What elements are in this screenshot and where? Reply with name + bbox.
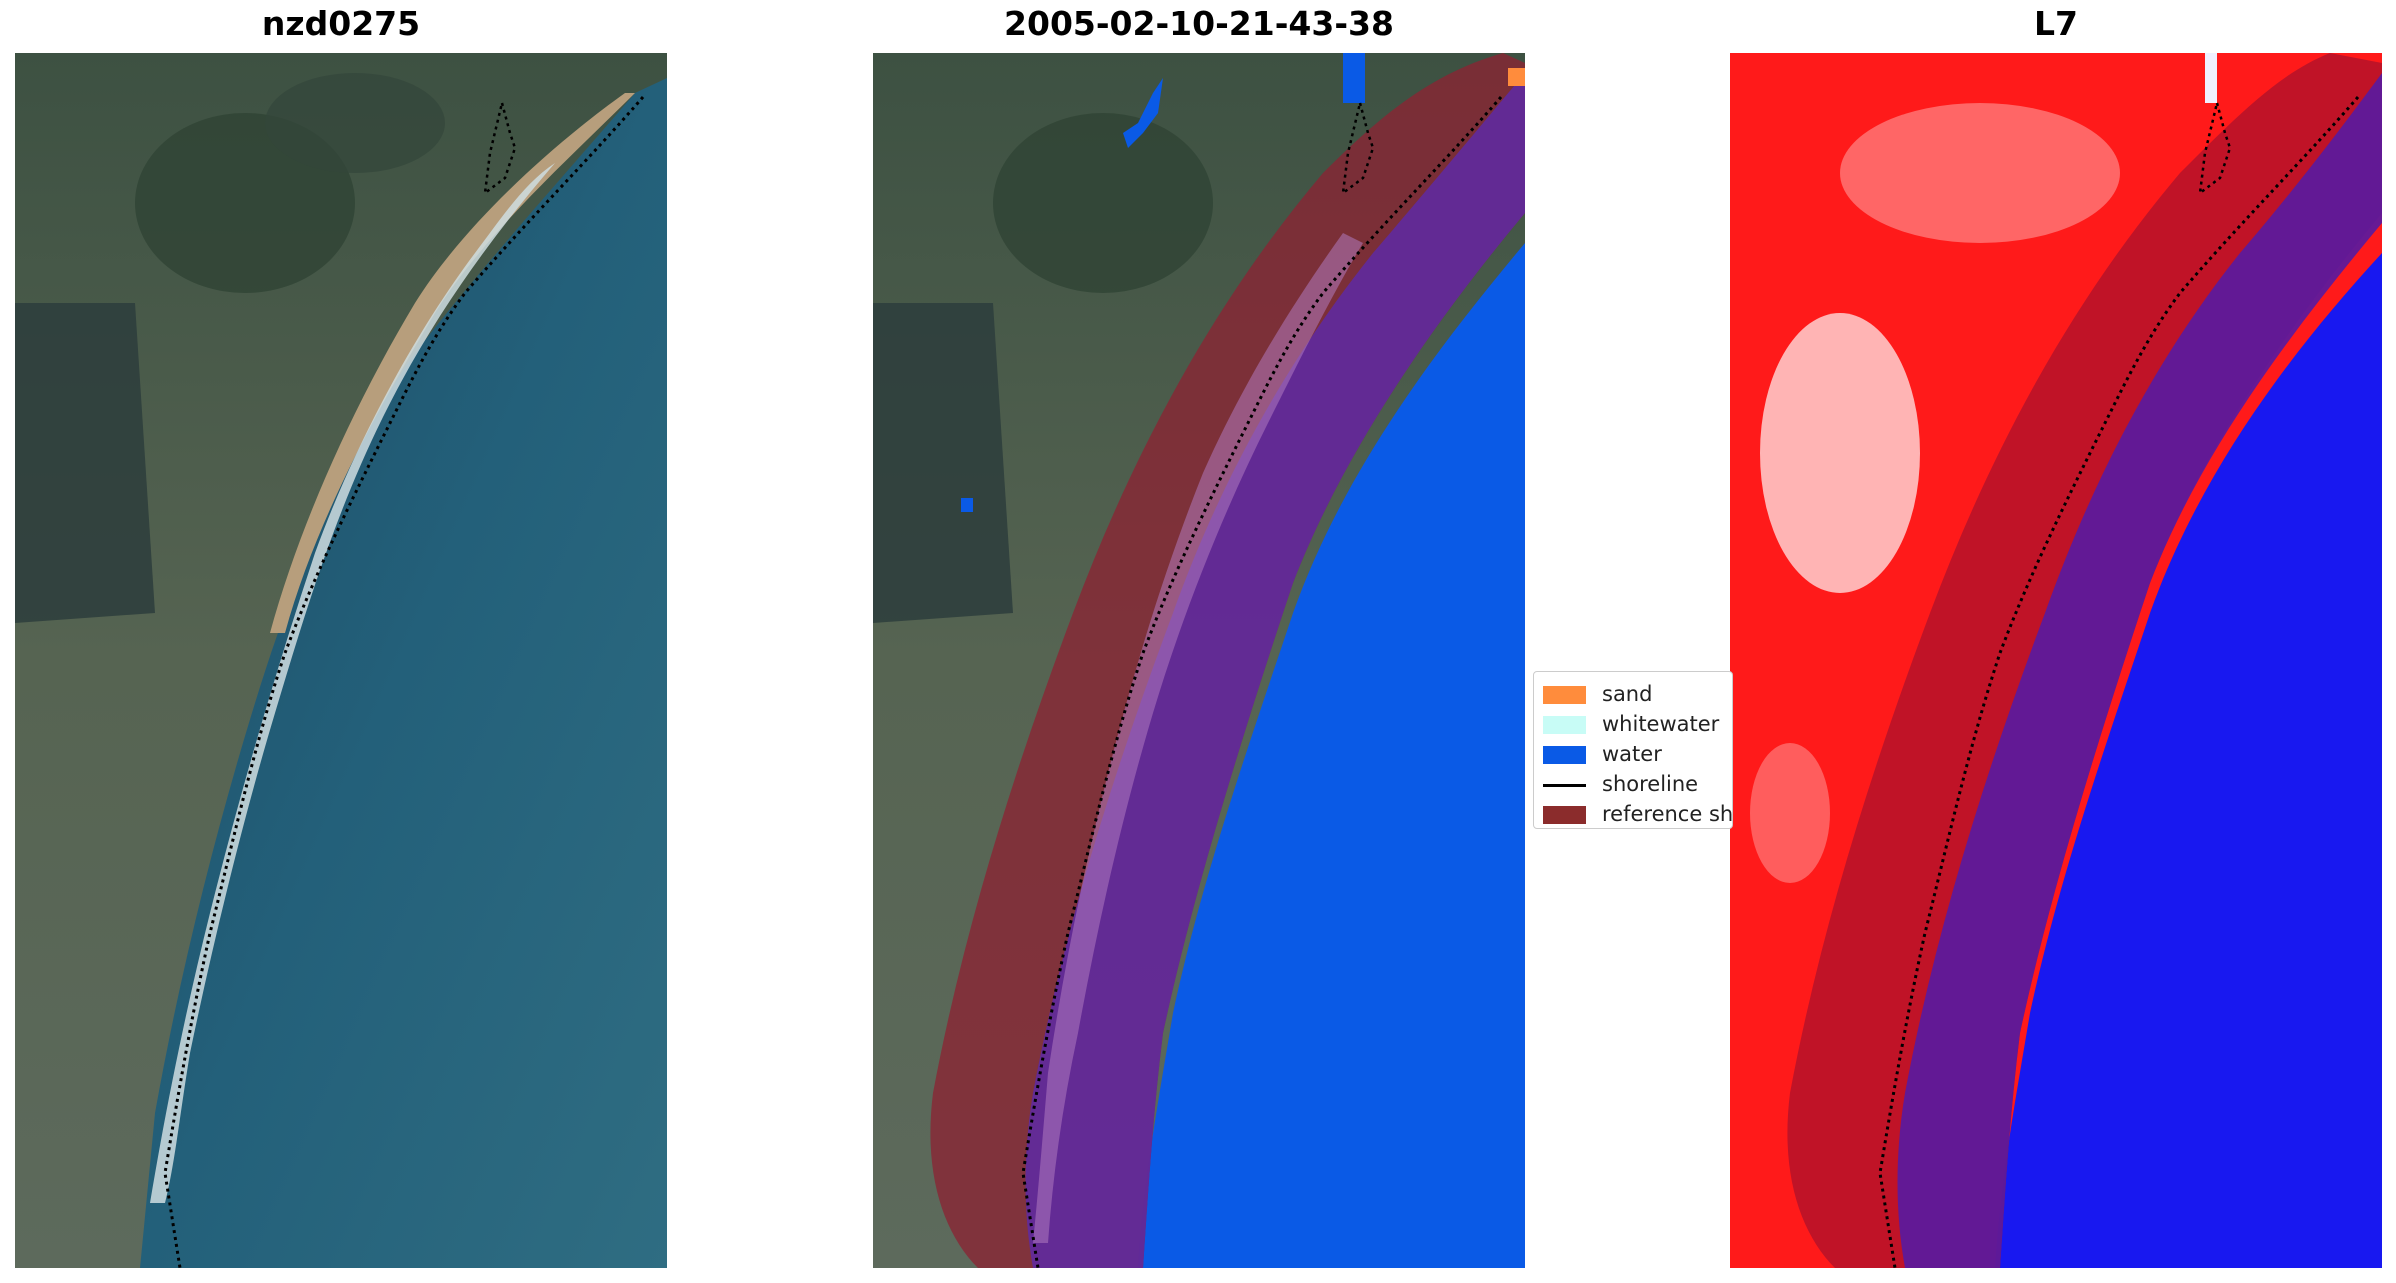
sand-pixel — [1508, 68, 1525, 86]
legend-item-reference-buffer: reference shoreline buffer — [1534, 800, 1733, 828]
legend-label: whitewater — [1602, 712, 1720, 736]
dark-patch — [265, 73, 445, 173]
classified-image — [873, 53, 1525, 1268]
buffer-over-water — [1025, 73, 1525, 1268]
legend-item-whitewater: whitewater — [1534, 710, 1732, 740]
shoreline — [2198, 102, 2232, 196]
light-patch — [1750, 743, 1830, 883]
legend-label: water — [1602, 742, 1662, 766]
legend-item-water: water — [1534, 740, 1732, 770]
legend: sand whitewater water shoreline referenc… — [1533, 671, 1733, 829]
buffer-over-water — [1897, 73, 2382, 1268]
shoreline — [1878, 96, 2360, 1268]
reference-buffer-swatch — [1543, 806, 1586, 824]
dark-patch — [15, 303, 155, 623]
water-index-area — [1995, 253, 2382, 1268]
shoreline — [483, 102, 517, 196]
legend-label: reference shoreline buffer — [1602, 802, 1733, 826]
sand-swatch — [1543, 686, 1586, 704]
whitewater-swatch — [1543, 716, 1586, 734]
water-swatch — [1543, 746, 1586, 764]
legend-label: sand — [1602, 682, 1653, 706]
light-patch — [1840, 103, 2120, 243]
legend-item-sand: sand — [1534, 680, 1732, 710]
water-class-region — [1138, 243, 1525, 1268]
legend-item-shoreline: shoreline — [1534, 770, 1732, 800]
index-image — [1730, 53, 2382, 1268]
panel-title-index: L7 — [2034, 4, 2078, 43]
water-pixel — [961, 498, 973, 512]
shoreline — [1341, 102, 1375, 196]
shoreline — [1021, 96, 1503, 1268]
dark-patch — [873, 303, 1013, 623]
rgb-satellite-image — [15, 53, 667, 1268]
panel-title-classified: 2005-02-10-21-43-38 — [1004, 4, 1394, 43]
classified-image-panel — [873, 53, 1525, 1268]
rgb-image-panel — [15, 53, 667, 1268]
shoreline — [163, 96, 645, 1268]
water-pixel — [1343, 53, 1365, 103]
water-pixel — [1123, 78, 1163, 148]
light-patch — [1760, 313, 1920, 593]
legend-label: shoreline — [1602, 772, 1699, 796]
white-streak — [2205, 53, 2217, 103]
sea-area — [140, 78, 667, 1268]
panel-title-rgb: nzd0275 — [261, 4, 421, 43]
dark-patch — [993, 113, 1213, 293]
shoreline-line-swatch — [1543, 784, 1586, 787]
index-image-panel — [1730, 53, 2382, 1268]
